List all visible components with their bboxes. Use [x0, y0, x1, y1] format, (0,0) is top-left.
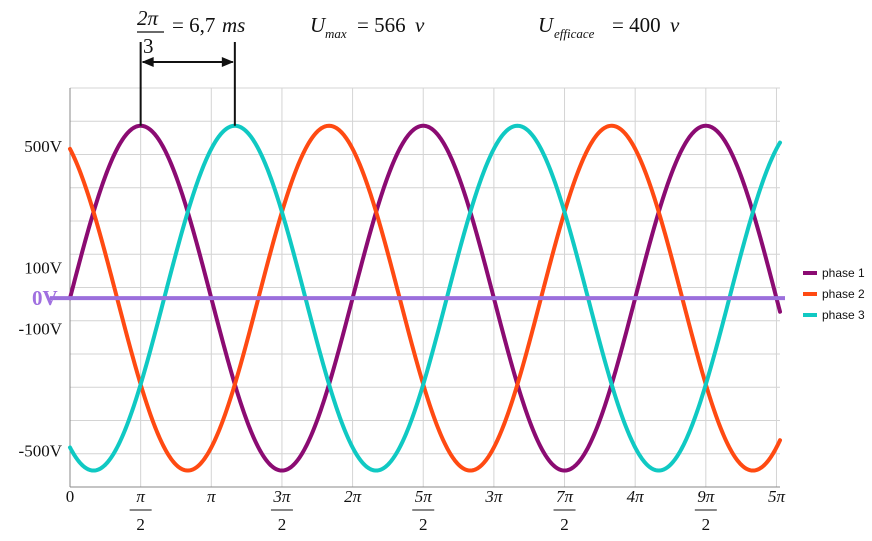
x-tick-denominator: 2 [419, 515, 428, 534]
x-tick-label: 2π [344, 487, 362, 506]
period-fraction-numerator: 2π [137, 6, 159, 30]
x-tick-denominator: 2 [560, 515, 569, 534]
y-tick-labels: 500V 100V -100V -500V [19, 137, 63, 461]
zero-line-label: 0V [32, 286, 58, 310]
axes [69, 88, 780, 488]
x-tick-label: 3π [484, 487, 503, 506]
x-tick-label: π [207, 487, 216, 506]
zero-line-group: 0V [32, 286, 785, 310]
legend-label-phase-3: phase 3 [822, 308, 865, 322]
legend: phase 1 phase 2 phase 3 [803, 266, 865, 322]
legend-label-phase-1: phase 1 [822, 266, 865, 280]
ueff-subscript: efficace [554, 26, 595, 41]
x-tick-denominator: 2 [702, 515, 711, 534]
grid [69, 87, 780, 488]
x-tick-numerator: π [136, 487, 145, 506]
y-tick-label: -100V [19, 320, 63, 339]
y-tick-label: -500V [19, 441, 63, 460]
ueff-annotation: U efficace = 400 v [538, 13, 680, 41]
ueff-unit: v [670, 13, 680, 37]
ueff-value: = 400 [612, 13, 661, 37]
period-dimension-arrow [139, 42, 236, 126]
x-tick-label: 5π [768, 487, 786, 506]
ueff-symbol: U [538, 13, 555, 37]
x-tick-numerator: 9π [697, 487, 715, 506]
x-tick-numerator: 5π [415, 487, 433, 506]
y-tick-label: 100V [24, 259, 63, 278]
legend-label-phase-2: phase 2 [822, 287, 865, 301]
y-tick-label: 500V [24, 137, 63, 156]
period-value: = 6,7 [172, 13, 215, 37]
period-unit: ms [222, 13, 245, 37]
series-group [68, 123, 782, 473]
dimension-arrowhead-left [141, 57, 154, 67]
series-line-phase-3 [68, 123, 782, 473]
umax-symbol: U [310, 13, 327, 37]
umax-value: = 566 [357, 13, 406, 37]
umax-subscript: max [325, 26, 347, 41]
series-line-phase-2 [68, 123, 782, 473]
x-tick-label: 4π [627, 487, 645, 506]
x-tick-label: 0 [66, 487, 75, 506]
dimension-arrowhead-right [221, 57, 234, 67]
period-fraction-denominator: 3 [143, 34, 154, 58]
umax-annotation: U max = 566 v [310, 13, 425, 41]
x-tick-denominator: 2 [136, 515, 145, 534]
x-tick-numerator: 3π [272, 487, 291, 506]
period-annotation: 2π 3 = 6,7 ms [137, 6, 245, 58]
x-tick-denominator: 2 [278, 515, 287, 534]
x-tick-numerator: 7π [556, 487, 574, 506]
umax-unit: v [415, 13, 425, 37]
